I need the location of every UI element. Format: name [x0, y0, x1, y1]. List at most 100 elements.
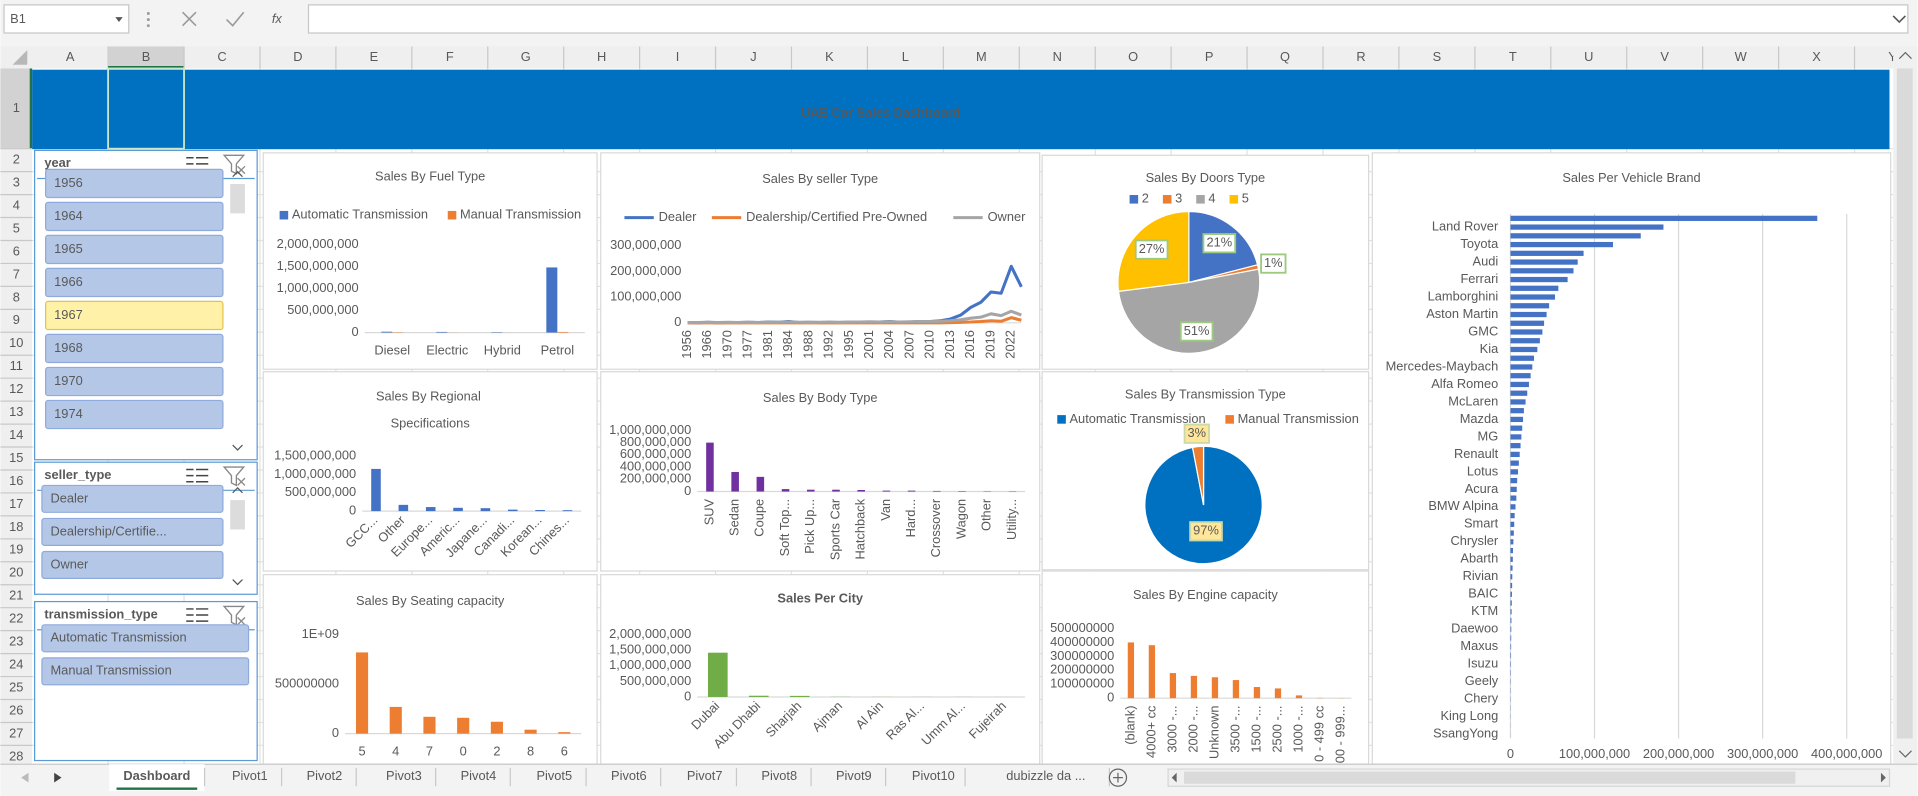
x-tick-label: Petrol	[541, 342, 575, 357]
x-tick-label: Pick Up...	[802, 499, 817, 554]
slicer-scroll-up[interactable]	[232, 487, 243, 494]
sheet-tab[interactable]: Pivot10	[912, 768, 955, 783]
new-sheet-plus[interactable]	[1113, 772, 1123, 783]
bar	[1510, 364, 1533, 370]
x-tick-label: (blank)	[1122, 706, 1137, 745]
chart-title: Sales By Transmission Type	[1125, 386, 1286, 401]
row-header-bar	[0, 68, 33, 765]
bar	[1510, 329, 1543, 335]
bar	[789, 695, 810, 697]
sheet-tab[interactable]: Pivot5	[536, 768, 572, 783]
slicer-item[interactable]	[41, 624, 250, 653]
sheet-tab[interactable]: Pivot3	[386, 768, 422, 783]
slicer-item[interactable]	[41, 517, 224, 546]
x-tick-label: 1970	[719, 330, 734, 359]
slicer-scroll-up[interactable]	[232, 170, 243, 178]
x-tick-label: 1988	[800, 330, 815, 359]
slicer-item[interactable]	[45, 366, 224, 397]
y-tick-label: 200,000,000	[610, 263, 681, 278]
row-header-selected	[0, 68, 33, 149]
slicer-item[interactable]	[41, 550, 224, 579]
bar	[423, 716, 436, 734]
row-header: 1	[13, 100, 20, 115]
slicer-scroll-thumb[interactable]	[230, 500, 245, 530]
slicer-item-label: 1967	[54, 307, 83, 322]
slicer-item[interactable]	[45, 234, 224, 265]
slicer-item[interactable]	[41, 657, 250, 686]
slicer-item[interactable]	[45, 267, 224, 298]
legend-label: Dealership/Certified Pre-Owned	[746, 209, 927, 224]
bar	[1510, 338, 1540, 344]
sheet-tab[interactable]: Pivot8	[761, 768, 797, 783]
sheet-tab[interactable]: Pivot2	[307, 768, 343, 783]
slicer-scroll-down[interactable]	[232, 444, 243, 451]
sheet-tab[interactable]: Pivot6	[611, 768, 647, 783]
sheet-tab[interactable]: Pivot7	[687, 768, 723, 783]
column-header: C	[217, 49, 226, 64]
hscroll-left[interactable]	[1171, 772, 1177, 783]
cancel-icon[interactable]	[182, 11, 197, 27]
y-tick-label: 1,000,000,000	[274, 466, 356, 481]
sheet-tab[interactable]: Pivot1	[232, 768, 268, 783]
x-tick-label: 3500 -...	[1227, 706, 1242, 753]
y-tick-label: Renault	[1454, 446, 1499, 461]
x-tick-label: Sedan	[727, 499, 742, 536]
y-tick-label: Kia	[1480, 341, 1499, 356]
slicer-item[interactable]	[45, 201, 224, 232]
x-tick-label: 1500 -...	[1248, 706, 1263, 753]
slicer-item[interactable]	[45, 168, 224, 199]
slicer-item[interactable]	[45, 399, 224, 430]
slicer-item-label: 1968	[54, 340, 83, 355]
new-sheet-button[interactable]	[1108, 768, 1128, 787]
chart-title: Sales By seller Type	[762, 171, 878, 186]
slicer-item[interactable]	[45, 300, 224, 331]
bar	[558, 732, 571, 734]
sheet-tab[interactable]: Pivot9	[836, 768, 872, 783]
slicer-item-label: Manual Transmission	[51, 663, 172, 678]
y-tick-label: KTM	[1471, 603, 1498, 618]
scroll-thumb[interactable]	[1896, 68, 1913, 739]
expand-formula-bar[interactable]	[1892, 15, 1906, 24]
slicer-item-label: Dealer	[51, 490, 90, 505]
chart-title: Sales Per City	[777, 591, 863, 606]
sheet-tab[interactable]: dubizzle da ...	[1006, 768, 1085, 783]
scroll-down[interactable]	[1898, 750, 1912, 758]
sheet-tab[interactable]: Dashboard	[123, 768, 190, 783]
bar	[857, 490, 865, 492]
slicer-scroll-down[interactable]	[232, 579, 243, 586]
bar	[731, 471, 739, 492]
column-header: K	[825, 49, 834, 64]
bar	[1190, 675, 1198, 699]
horizontal-scroll-thumb[interactable]	[1183, 771, 1796, 784]
slicer-item[interactable]	[45, 333, 224, 364]
multi-select-icon[interactable]	[186, 608, 209, 622]
bar	[1510, 574, 1513, 580]
y-tick-label: Chery	[1464, 691, 1499, 706]
clear-filter-icon[interactable]	[222, 466, 246, 487]
row-header: 3	[13, 175, 20, 190]
enter-icon[interactable]	[226, 11, 245, 27]
name-box[interactable]	[3, 4, 130, 34]
y-tick-label: Aston Martin	[1426, 306, 1498, 321]
bar	[1510, 478, 1518, 484]
sheet-tab[interactable]: Pivot4	[461, 768, 497, 783]
row-header: 18	[9, 519, 23, 534]
hscroll-right[interactable]	[1880, 772, 1886, 783]
scroll-up[interactable]	[1898, 51, 1912, 60]
bar	[1232, 680, 1240, 699]
slicer-item[interactable]	[41, 484, 224, 513]
y-tick-label: 200,000,000	[620, 471, 691, 486]
slicer-scroll-thumb[interactable]	[230, 184, 245, 214]
x-tick-label: Hatchback	[853, 498, 868, 559]
multi-select-icon[interactable]	[186, 468, 209, 483]
row-header: 8	[13, 289, 20, 304]
formula-input[interactable]	[307, 4, 1909, 34]
tab-scroll-left[interactable]	[21, 772, 29, 783]
tab-scroll-right[interactable]	[54, 772, 62, 783]
insert-function[interactable]: fx	[272, 11, 283, 26]
bar	[1510, 556, 1513, 562]
x-tick-label: 1995	[841, 330, 856, 359]
name-box-arrow[interactable]	[115, 17, 123, 23]
column-header: S	[1433, 49, 1442, 64]
